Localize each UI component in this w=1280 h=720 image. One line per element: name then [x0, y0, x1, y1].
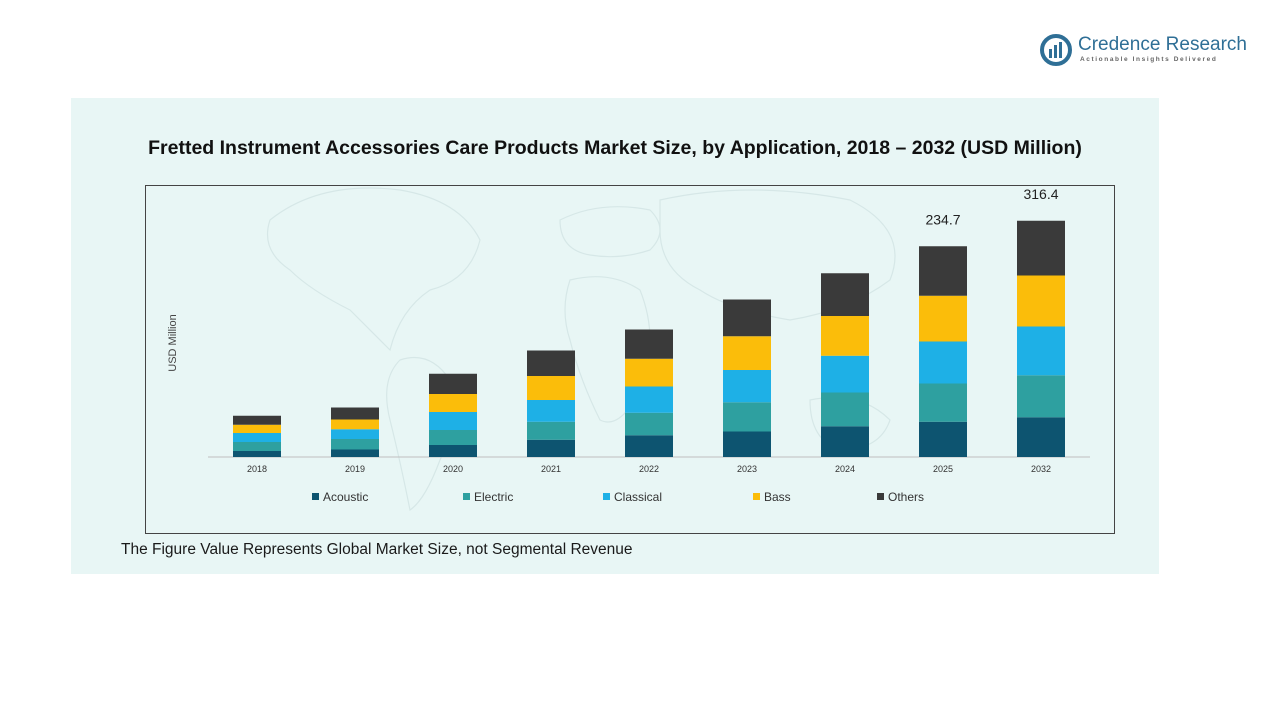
bar-classical-2025: [919, 341, 967, 384]
x-tick-label-2018: 2018: [247, 464, 267, 474]
bar-others-2025: [919, 246, 967, 296]
total-label-2025: 234.7: [925, 211, 960, 227]
x-tick-label-2023: 2023: [737, 464, 757, 474]
brand-logo: Credence Research Actionable Insights De…: [1040, 32, 1260, 68]
bar-electric-2022: [625, 412, 673, 436]
legend-swatch-others: [877, 493, 884, 500]
chart-frame: [145, 185, 1115, 534]
legend-swatch-bass: [753, 493, 760, 500]
total-label-2032: 316.4: [1023, 186, 1058, 202]
bar-others-2024: [821, 273, 869, 316]
bar-electric-2020: [429, 430, 477, 445]
chart-title: Fretted Instrument Accessories Care Prod…: [148, 137, 1082, 159]
bar-electric-2023: [723, 402, 771, 432]
bar-classical-2022: [625, 386, 673, 413]
footnote: The Figure Value Represents Global Marke…: [121, 541, 633, 558]
legend-label-bass: Bass: [764, 490, 791, 504]
bar-electric-2018: [233, 442, 281, 451]
bar-bass-2023: [723, 336, 771, 370]
x-tick-label-2024: 2024: [835, 464, 855, 474]
legend-label-classical: Classical: [614, 490, 662, 504]
bar-classical-2032: [1017, 326, 1065, 376]
bar-electric-2024: [821, 392, 869, 427]
bar-bass-2032: [1017, 275, 1065, 327]
bar-others-2023: [723, 299, 771, 337]
bar-bass-2020: [429, 394, 477, 412]
bar-electric-2025: [919, 383, 967, 422]
bar-others-2032: [1017, 220, 1065, 276]
bar-bass-2019: [331, 419, 379, 430]
bar-acoustic-2019: [331, 449, 379, 457]
bar-electric-2021: [527, 421, 575, 440]
bar-acoustic-2024: [821, 426, 869, 457]
bar-others-2018: [233, 415, 281, 425]
bar-bass-2024: [821, 316, 869, 356]
x-tick-label-2022: 2022: [639, 464, 659, 474]
bar-classical-2020: [429, 412, 477, 430]
x-tick-label-2032: 2032: [1031, 464, 1051, 474]
bar-acoustic-2018: [233, 451, 281, 457]
legend-swatch-classical: [603, 493, 610, 500]
legend-label-others: Others: [888, 490, 924, 504]
bar-others-2021: [527, 350, 575, 376]
bar-bass-2025: [919, 295, 967, 342]
bar-acoustic-2022: [625, 435, 673, 457]
legend-swatch-acoustic: [312, 493, 319, 500]
y-axis-label: USD Million: [167, 314, 179, 371]
brand-name: Credence Research: [1078, 34, 1247, 55]
bar-acoustic-2023: [723, 431, 771, 457]
bar-acoustic-2020: [429, 445, 477, 457]
legend-label-electric: Electric: [474, 490, 513, 504]
x-tick-label-2021: 2021: [541, 464, 561, 474]
bar-classical-2024: [821, 355, 869, 393]
bar-electric-2032: [1017, 375, 1065, 418]
bar-acoustic-2021: [527, 439, 575, 457]
bar-classical-2021: [527, 400, 575, 422]
bar-acoustic-2025: [919, 421, 967, 457]
bar-electric-2019: [331, 439, 379, 450]
x-tick-label-2020: 2020: [443, 464, 463, 474]
legend-label-acoustic: Acoustic: [323, 490, 368, 504]
bar-classical-2018: [233, 433, 281, 442]
legend-swatch-electric: [463, 493, 470, 500]
bar-acoustic-2032: [1017, 417, 1065, 457]
bar-bass-2021: [527, 376, 575, 400]
bar-bass-2022: [625, 358, 673, 387]
bar-bass-2018: [233, 424, 281, 433]
credence-logo-icon: [1040, 34, 1072, 66]
bar-classical-2019: [331, 429, 379, 439]
brand-tagline: Actionable Insights Delivered: [1080, 56, 1218, 63]
bar-others-2019: [331, 407, 379, 420]
chart-panel: [71, 98, 1159, 574]
bar-classical-2023: [723, 370, 771, 403]
bar-others-2022: [625, 329, 673, 359]
bar-others-2020: [429, 373, 477, 394]
x-tick-label-2019: 2019: [345, 464, 365, 474]
x-tick-label-2025: 2025: [933, 464, 953, 474]
